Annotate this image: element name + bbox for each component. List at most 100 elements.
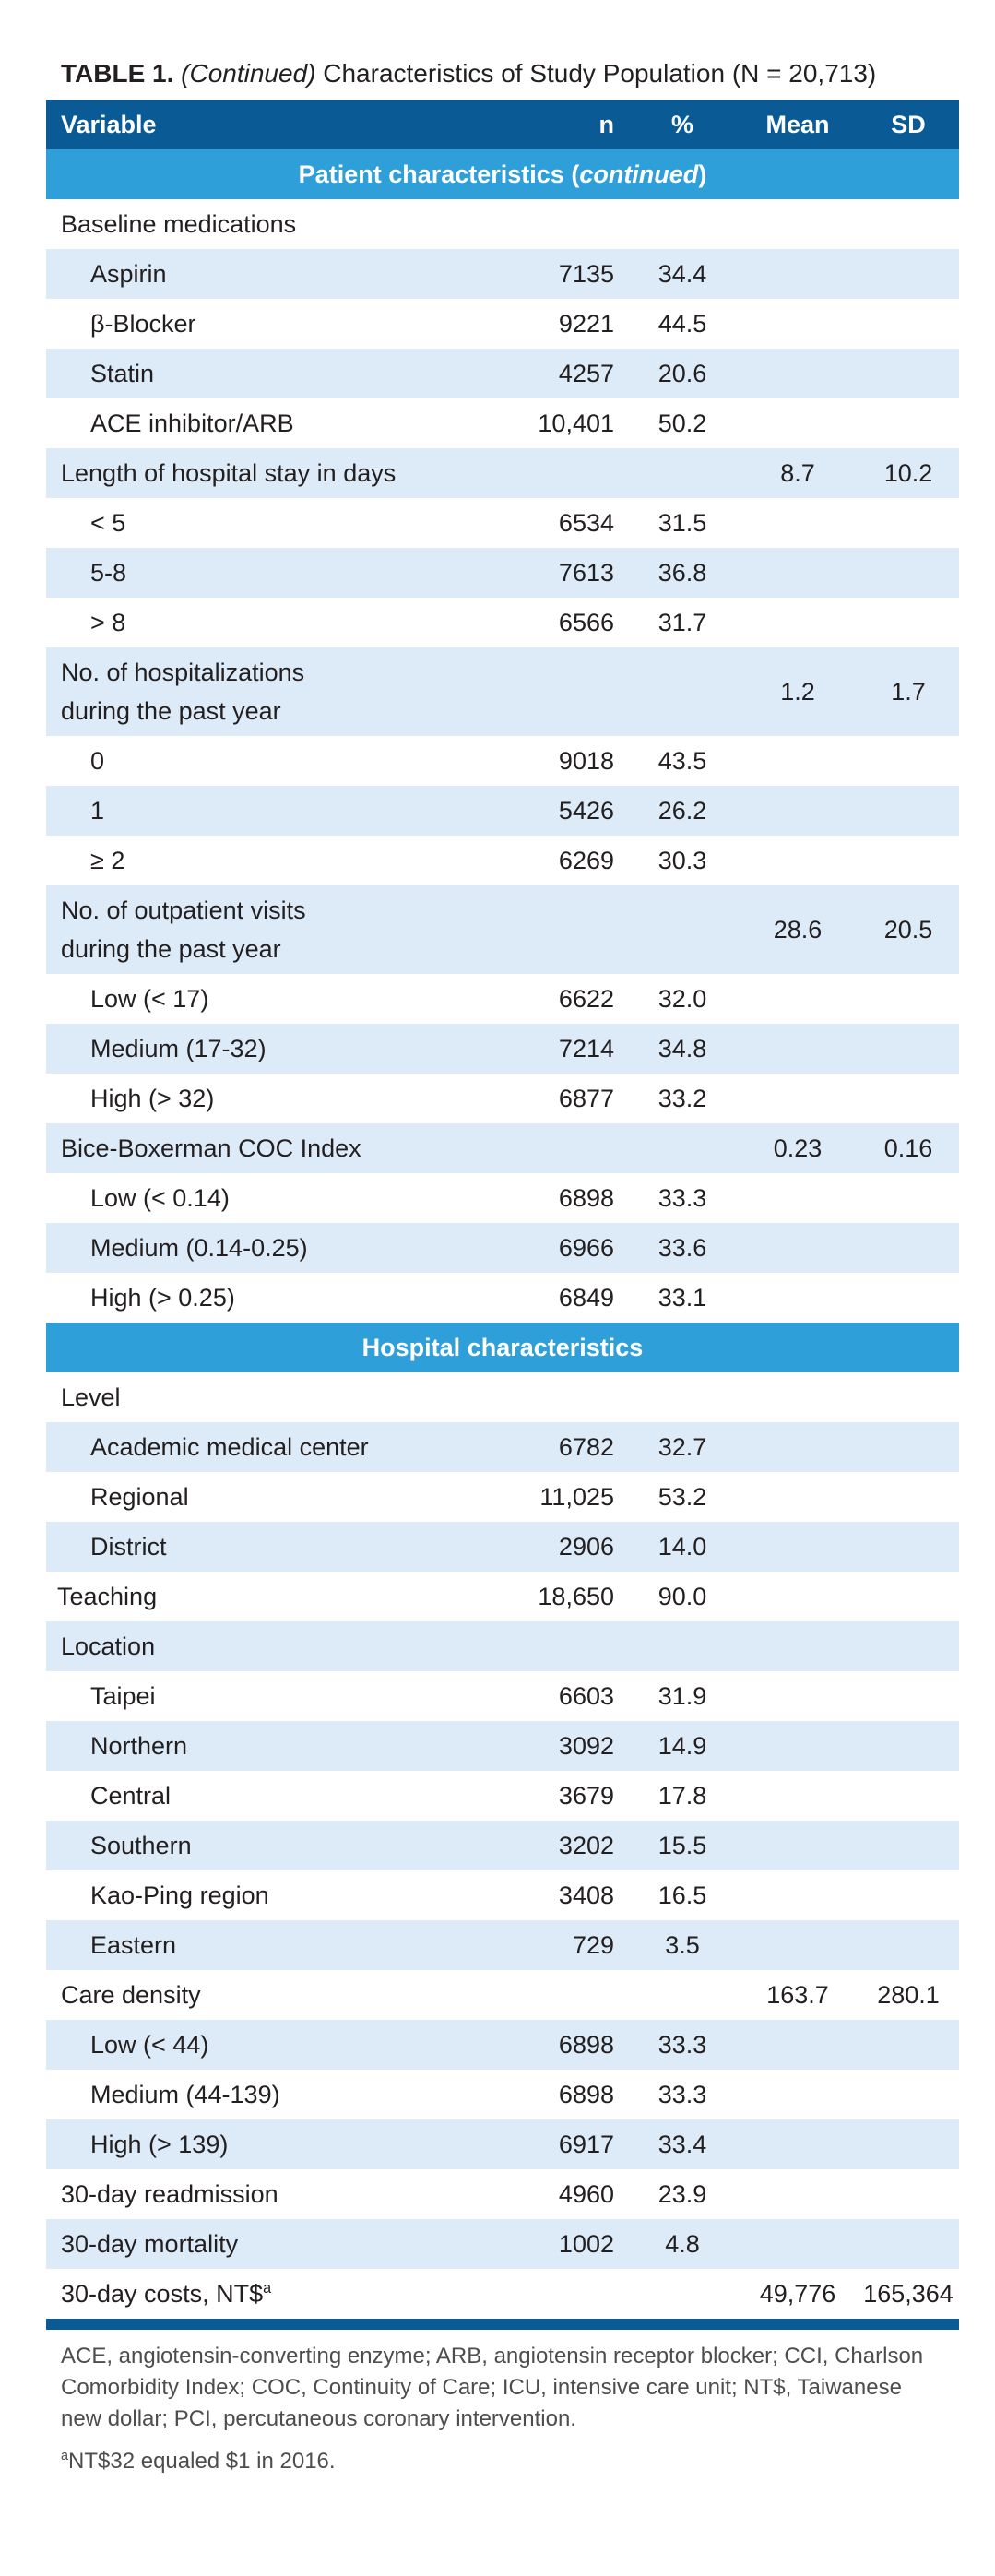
row-variable-label: Regional — [90, 1482, 189, 1511]
row-percent: 33.6 — [657, 1233, 707, 1262]
footnote-abbreviations: ACE, angiotensin-converting enzyme; ARB,… — [61, 2344, 924, 2431]
table-row: 0 9018 43.5 — [46, 736, 959, 786]
row-variable-label: 1 — [90, 796, 105, 825]
row-variable: Southern — [46, 1832, 480, 1860]
row-variable-line2: during the past year — [61, 697, 281, 725]
row-mean: 28.6 — [773, 915, 823, 944]
row-variable: Low (< 17) — [46, 985, 480, 1014]
table-row: 5-8 7613 36.8 — [46, 548, 959, 598]
row-n: 3092 — [558, 1731, 614, 1760]
row-variable: High (> 139) — [46, 2131, 480, 2159]
row-variable: Low (< 0.14) — [46, 1184, 480, 1213]
row-variable: ≥ 2 — [46, 847, 480, 875]
row-variable-label: Length of hospital stay in days — [61, 458, 397, 487]
row-variable: Length of hospital stay in days — [46, 459, 480, 488]
row-n: 6877 — [558, 1084, 614, 1112]
row-percent: 36.8 — [657, 558, 707, 587]
row-variable: No. of outpatient visits during the past … — [46, 891, 480, 968]
row-n: 4257 — [558, 359, 614, 387]
row-variable-label: Care density — [61, 1980, 201, 2009]
row-variable-label: Medium (0.14-0.25) — [90, 1233, 308, 1262]
row-variable: Care density — [46, 1981, 480, 2010]
row-variable-label: Taipei — [90, 1681, 156, 1710]
row-percent: 32.7 — [657, 1432, 707, 1461]
row-percent: 33.1 — [657, 1283, 707, 1312]
table-row: ≥ 2 6269 30.3 — [46, 836, 959, 885]
row-percent: 90.0 — [657, 1582, 707, 1610]
row-n: 6849 — [558, 1283, 614, 1312]
hospital-rows: Level Academic medical center 6782 32.7 Regi… — [46, 1372, 959, 2319]
row-n: 11,025 — [539, 1482, 614, 1511]
row-variable: 0 — [46, 747, 480, 776]
row-sd: 10.2 — [883, 458, 933, 487]
row-variable: 5-8 — [46, 559, 480, 588]
table-row: Southern 3202 15.5 — [46, 1821, 959, 1870]
row-variable-label: Kao-Ping region — [90, 1881, 269, 1909]
patient-rows: Baseline medications Aspirin 7135 34.4 β-Blo… — [46, 199, 959, 1323]
row-variable: 1 — [46, 797, 480, 825]
table-row: Medium (44-139) 6898 33.3 — [46, 2070, 959, 2119]
section-patient-prefix: Patient characteristics ( — [298, 160, 580, 188]
row-variable-label: 30-day readmission — [61, 2179, 278, 2208]
row-percent: 17.8 — [657, 1781, 707, 1810]
table-row: < 5 6534 31.5 — [46, 498, 959, 548]
row-percent: 15.5 — [657, 1831, 707, 1859]
row-variable-label: > 8 — [90, 608, 126, 636]
row-variable-label: Medium (17-32) — [90, 1034, 267, 1062]
table-row: No. of hospitalizations during the past y… — [46, 647, 959, 736]
row-variable: Teaching — [46, 1583, 480, 1611]
row-n: 18,650 — [538, 1582, 614, 1610]
table-row: District 2906 14.0 — [46, 1522, 959, 1572]
table-label: TABLE 1. — [61, 59, 174, 88]
row-variable-label: High (> 139) — [90, 2130, 229, 2158]
row-variable-label: Low (< 44) — [90, 2030, 209, 2059]
row-variable-label: Low (< 0.14) — [90, 1183, 230, 1212]
row-variable-label: Aspirin — [90, 259, 167, 288]
table-row: Central 3679 17.8 — [46, 1771, 959, 1821]
row-variable: > 8 — [46, 609, 480, 637]
row-percent: 44.5 — [657, 309, 707, 338]
table-row: Level — [46, 1372, 959, 1422]
section-hospital-characteristics: Hospital characteristics — [46, 1323, 959, 1372]
table-row: Bice-Boxerman COC Index 0.23 0.16 — [46, 1123, 959, 1173]
row-percent: 33.4 — [657, 2130, 707, 2158]
table-row: High (> 139) 6917 33.4 — [46, 2119, 959, 2169]
header-percent: % — [670, 110, 693, 138]
table-row: Length of hospital stay in days 8.7 10.2 — [46, 448, 959, 498]
table-row: Academic medical center 6782 32.7 — [46, 1422, 959, 1472]
row-footnote-marker: a — [263, 2279, 272, 2297]
row-n: 6917 — [558, 2130, 614, 2158]
section-patient-characteristics: Patient characteristics (continued) — [46, 149, 959, 199]
table-bottom-rule — [46, 2319, 959, 2330]
table-row: Aspirin 7135 34.4 — [46, 249, 959, 299]
table-header-row: Variable n % Mean SD — [46, 100, 959, 149]
row-variable: Eastern — [46, 1931, 480, 1960]
table-row: Statin 4257 20.6 — [46, 349, 959, 398]
row-variable-label: 30-day costs, NT$ — [61, 2279, 264, 2308]
row-variable: Taipei — [46, 1682, 480, 1711]
row-percent: 14.9 — [657, 1731, 707, 1760]
caption-text: Characteristics of Study Population (N =… — [315, 59, 877, 88]
row-percent: 4.8 — [665, 2229, 700, 2258]
row-variable: 30-day mortality — [46, 2230, 480, 2259]
row-n: 6898 — [558, 1183, 614, 1212]
row-n: 3202 — [558, 1831, 614, 1859]
row-percent: 23.9 — [657, 2179, 707, 2208]
row-variable: Kao-Ping region — [46, 1882, 480, 1910]
row-mean: 163.7 — [766, 1980, 829, 2009]
row-n: 6566 — [558, 608, 614, 636]
row-variable-label: 0 — [90, 746, 105, 775]
row-variable: ACE inhibitor/ARB — [46, 410, 480, 438]
table-row: Regional 11,025 53.2 — [46, 1472, 959, 1522]
row-percent: 14.0 — [657, 1532, 707, 1561]
row-mean: 0.23 — [773, 1134, 823, 1162]
row-variable-label: Teaching — [57, 1582, 158, 1610]
row-variable-label: Baseline medications — [61, 209, 297, 238]
row-percent: 50.2 — [657, 409, 707, 437]
table-row: Taipei 6603 31.9 — [46, 1671, 959, 1721]
row-variable-label: District — [90, 1532, 167, 1561]
row-variable-label: Central — [90, 1781, 172, 1810]
row-sd: 280.1 — [877, 1980, 940, 2009]
row-n: 7214 — [558, 1034, 614, 1062]
